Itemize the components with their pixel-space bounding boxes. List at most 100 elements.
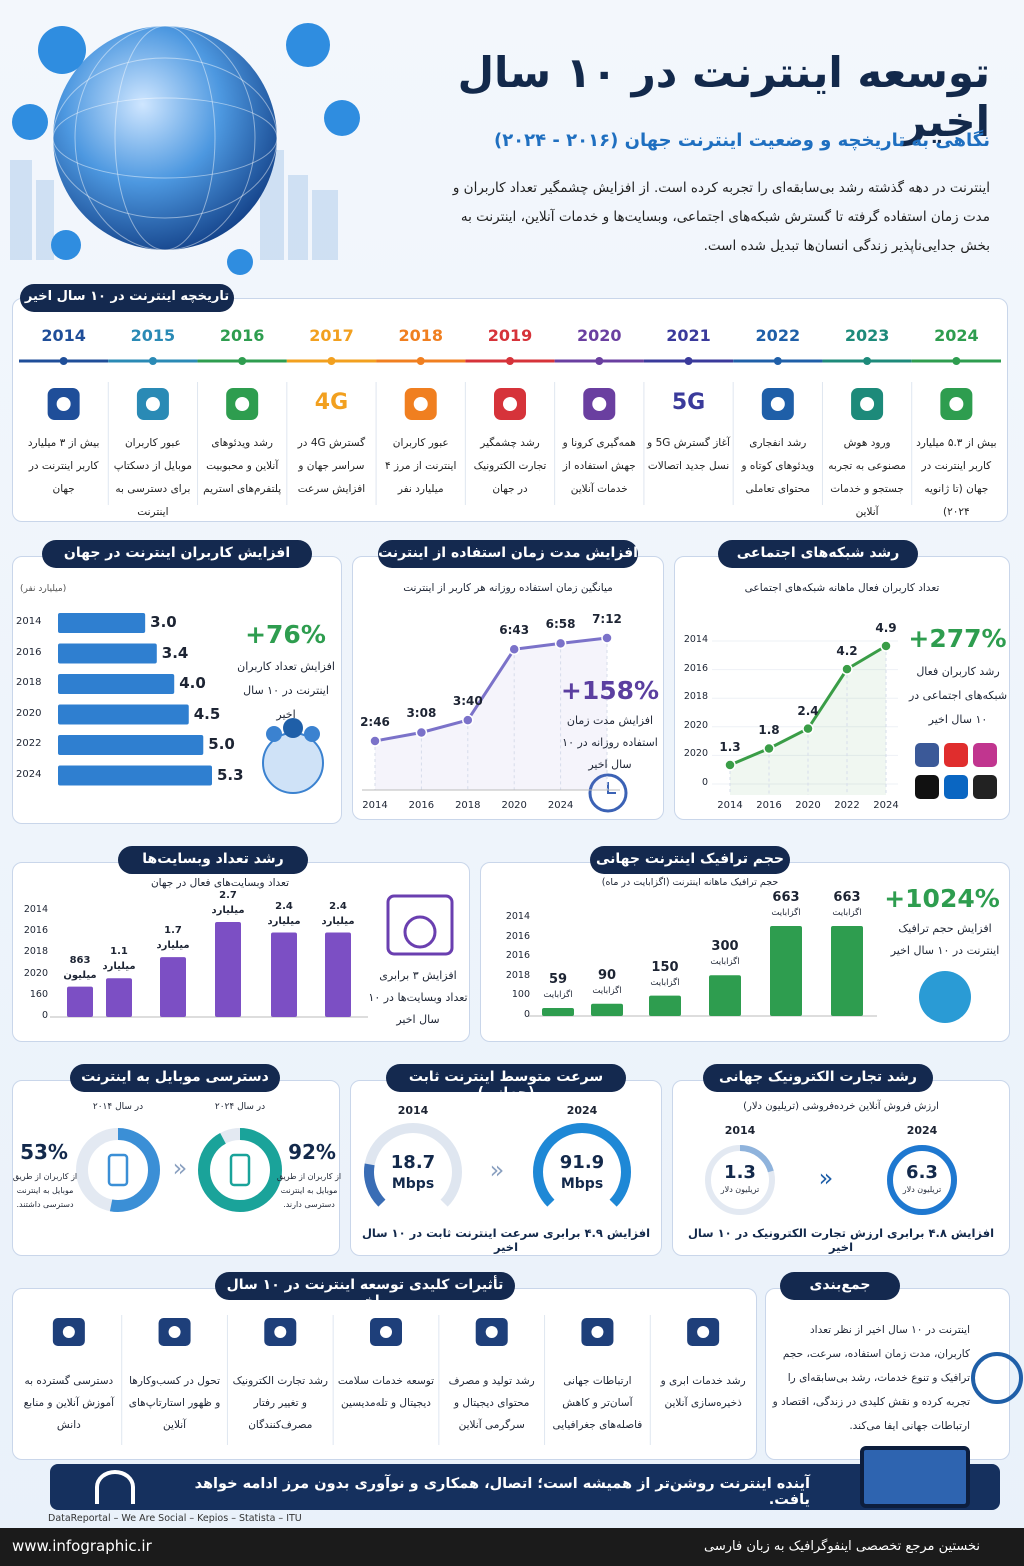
gauge-arc (364, 1163, 386, 1207)
timeline-dot (684, 357, 693, 365)
y-label: 2014 (683, 634, 708, 645)
timeline-icon-inner (56, 397, 71, 411)
line (374, 636, 608, 743)
year-label: در سال ۲۰۲۴ (214, 1102, 266, 1112)
footer-tagline: نخستین مرجع تخصصی اینفوگرافیک به زبان فا… (704, 1539, 980, 1554)
note: از کاربران از طریق موبایل به اینترنت دست… (276, 1172, 342, 1209)
card-title: جمع‌بندی (809, 1277, 871, 1293)
value-label: 2.4 میلیارد (267, 900, 301, 927)
value-label: 6:58 (545, 617, 576, 632)
impact-text: ارتباطات جهانی آسان‌تر و کاهش فاصله‌های … (552, 1375, 643, 1431)
title-pill (378, 540, 638, 568)
donut-arc (76, 1128, 160, 1212)
card-title: رشد تجارت الکترونیک جهانی (719, 1069, 917, 1085)
year-label: 2014 (397, 1104, 429, 1117)
caption: افزایش ۳ برابری تعداد وبسایت‌ها در ۱۰ سا… (368, 969, 468, 1026)
value-label: 1.8 (758, 723, 780, 738)
card-title: رشد شبکه‌های اجتماعی (736, 545, 900, 561)
card-title: سرعت متوسط اینترنت ثابت (جهانی) (408, 1069, 604, 1101)
point (841, 663, 853, 675)
percent: 53% (20, 1140, 68, 1164)
x-tick-label: 2014 (717, 800, 743, 811)
cloud-bubble (286, 23, 330, 67)
card-title: رشد تعداد وبسایت‌ها (142, 851, 284, 867)
x-tick-label: 2020 (501, 800, 527, 811)
value-label: 6:43 (499, 623, 530, 638)
building (10, 160, 32, 260)
ring-arc (705, 1145, 775, 1215)
bar (591, 1003, 623, 1016)
mail-bubble (51, 230, 81, 260)
unit-label: اگزابایت (771, 908, 801, 918)
value-label: 4.2 (836, 644, 858, 659)
phone-icon (229, 1153, 251, 1187)
bar (106, 978, 132, 1017)
bar (58, 735, 204, 755)
ring-value: 6.3 (906, 1162, 938, 1183)
title-pill (42, 540, 312, 568)
bar (649, 995, 681, 1016)
timeline-dot (238, 357, 247, 365)
timeline-text: رشد انفجاری ویدئوهای کوتاه و محتوای تعام… (741, 437, 815, 495)
highlight-number: +76% (245, 620, 326, 649)
y-label: 2016 (23, 925, 48, 937)
gauge-unit: Mbps (560, 1176, 604, 1192)
impact-text: دسترسی گسترده به آموزش آنلاین و منابع دا… (23, 1375, 115, 1431)
caption: افزایش مدت زمان استفاده روزانه در ۱۰ سال… (562, 714, 658, 771)
value-label: 3:08 (406, 706, 437, 721)
social-icon (944, 743, 968, 767)
timeline-icon-inner (592, 397, 607, 411)
subtitle: میانگین زمان استفاده روزانه هر کاربر از … (403, 582, 613, 594)
icon-label: 4G (314, 390, 349, 415)
y-label: 2014 (505, 911, 530, 922)
bar (58, 643, 157, 664)
value-label: 5.0 (208, 735, 235, 753)
timeline-year: 2024 (934, 326, 979, 345)
unit-label: (میلیارد نفر) (20, 584, 67, 594)
impact-text: تحول در کسب‌وکارها و ظهور استارتاپ‌های آ… (128, 1375, 221, 1431)
x-tick-label: 2020 (795, 800, 821, 811)
sources: DataReportal – We Are Social – Kepios – … (48, 1513, 302, 1524)
timeline-dot (595, 357, 604, 365)
meridian (114, 25, 216, 251)
share-bubble (227, 249, 253, 275)
timeline-year: 2019 (487, 326, 533, 345)
year-label: 2024 (906, 1124, 938, 1137)
impact-icon-inner (168, 1326, 181, 1338)
value-label: 2.4 (797, 703, 819, 718)
card (12, 1080, 340, 1256)
browser-icon (386, 894, 454, 956)
impact-icon-inner (62, 1326, 75, 1338)
quote: آینده اینترنت روشن‌تر از همیشه است؛ اتصا… (194, 1476, 810, 1508)
people-icon (304, 726, 320, 742)
value-label: 2.7 میلیارد (211, 890, 245, 916)
social-icon (915, 743, 939, 767)
y-label: 0 (701, 777, 708, 788)
y-label: 2020 (683, 748, 708, 760)
card (12, 1288, 757, 1460)
donut-arc (198, 1128, 282, 1212)
bar (215, 922, 241, 1017)
subtitle: تعداد کاربران فعال ماهانه شبکه‌های اجتما… (744, 582, 940, 594)
phone-icon (107, 1153, 129, 1187)
point (462, 714, 474, 726)
ring-value: 1.3 (724, 1162, 756, 1183)
globe-lines (52, 25, 278, 251)
timeline-year: 2022 (755, 326, 801, 345)
year-label: در سال ۲۰۱۴ (92, 1102, 144, 1112)
social-icon (973, 743, 997, 767)
people-icon (283, 718, 303, 738)
y-label: 2018 (505, 969, 530, 981)
summary-text: اینترنت در ۱۰ سال اخیر از نظر تعداد کارب… (772, 1324, 970, 1432)
timeline-text: ورود هوش مصنوعی به تجربه جستجو و خدمات آ… (828, 437, 906, 518)
x-tick-label: 2024 (547, 800, 574, 811)
mail-bubble (324, 100, 360, 136)
caption: افزایش ۴.۸ برابری ارزش تجارت الکترونیک د… (687, 1226, 995, 1254)
timeline-year: 2021 (666, 326, 711, 345)
point (802, 722, 814, 735)
y-label: 0 (523, 1009, 530, 1020)
timeline-dot (59, 357, 68, 365)
caption: افزایش تعداد کاربران اینترنت در ۱۰ سال ا… (237, 660, 335, 721)
